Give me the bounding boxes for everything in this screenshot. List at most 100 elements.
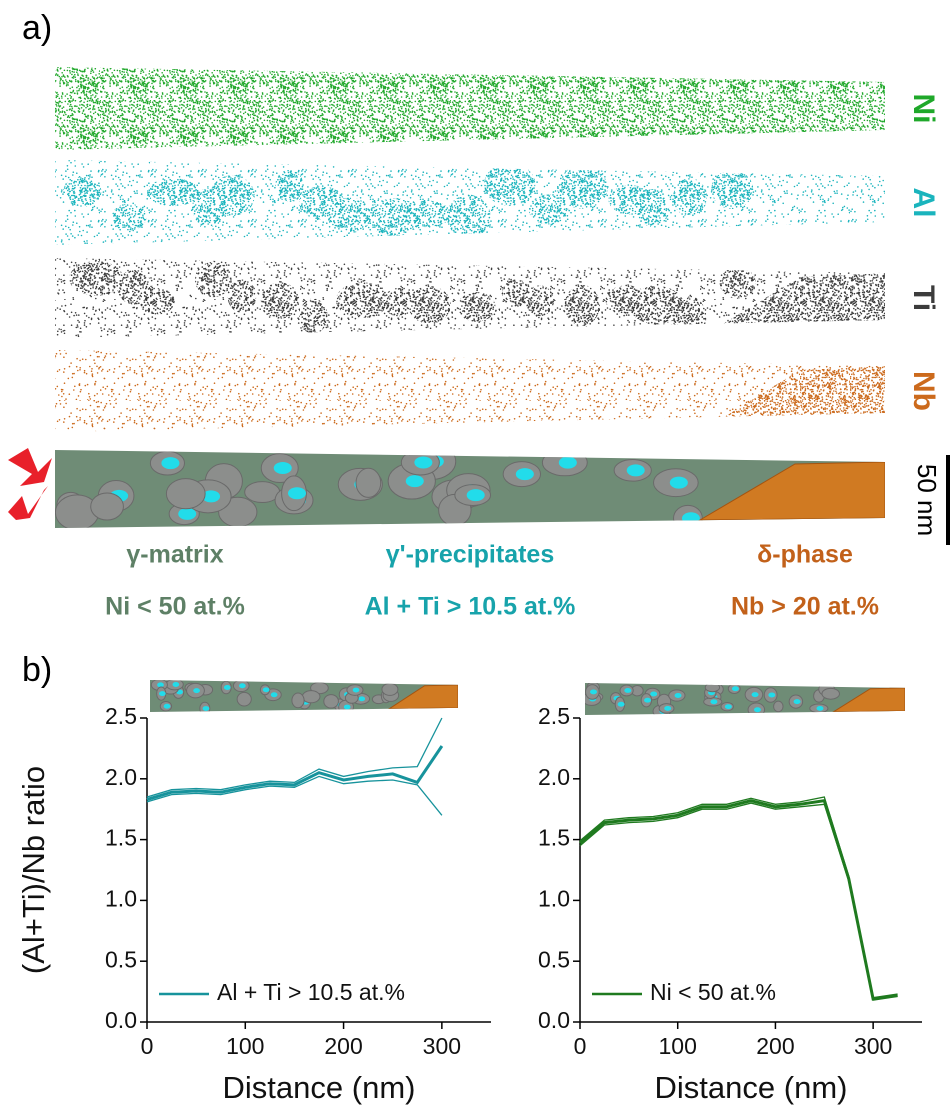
precipitate xyxy=(557,166,608,209)
precipitate-core xyxy=(343,704,351,710)
precipitate-core xyxy=(664,705,672,711)
precipitate xyxy=(194,261,232,298)
insets xyxy=(150,680,905,715)
panel-label: a) xyxy=(22,9,52,47)
precipitate-core xyxy=(223,685,231,690)
precipitate-core xyxy=(466,489,485,502)
x-tick-label: 200 xyxy=(324,1033,362,1059)
phase-name: γ'-precipitates xyxy=(386,541,555,569)
precipitate-core xyxy=(590,689,597,695)
arrow xyxy=(8,448,52,486)
y-tick-label: 2.0 xyxy=(538,764,570,790)
precipitates xyxy=(63,162,754,238)
precipitate-core xyxy=(558,456,577,469)
y-tick-label: 2.0 xyxy=(105,764,137,790)
band-line xyxy=(146,717,443,798)
precipitate-core xyxy=(157,682,164,688)
precipitate xyxy=(165,478,206,510)
x-tick-label: 200 xyxy=(756,1033,794,1059)
scale-bar-label: 50 nm xyxy=(912,464,942,536)
precipitate-core xyxy=(724,704,732,710)
precipitate xyxy=(673,178,708,217)
x-tick-label: 0 xyxy=(574,1033,587,1059)
precipitate xyxy=(446,194,491,238)
precipitate xyxy=(484,162,536,206)
precipitate xyxy=(210,175,255,217)
x-tick-label: 300 xyxy=(854,1033,892,1059)
precipitate-core xyxy=(617,701,625,707)
y-tick-label: 0.5 xyxy=(538,946,570,972)
y-tick-label: 0.0 xyxy=(105,1007,137,1033)
precipitate-core xyxy=(163,703,171,709)
legend-label: Ni < 50 at.% xyxy=(650,979,776,1005)
precipitate xyxy=(90,492,124,521)
precipitate xyxy=(719,267,756,299)
x-tick-label: 300 xyxy=(423,1033,461,1059)
phase-name: δ-phase xyxy=(757,541,853,569)
precipitate xyxy=(139,288,175,315)
precipitate xyxy=(111,203,147,231)
iso-surface xyxy=(585,683,905,715)
x-tick-label: 100 xyxy=(226,1033,264,1059)
precipitate xyxy=(381,682,399,696)
arrow xyxy=(8,486,48,520)
element-label: Ti xyxy=(907,285,940,311)
precipitate-core xyxy=(793,699,801,705)
x-tick-label: 0 xyxy=(141,1033,154,1059)
precipitate-core xyxy=(161,457,180,470)
precipitate xyxy=(244,481,281,504)
precipitate xyxy=(301,690,321,704)
precipitate xyxy=(355,467,382,498)
precipitate xyxy=(408,286,451,324)
precipitate-core xyxy=(515,468,534,481)
precipitate xyxy=(564,284,600,326)
x-axis-title: Distance (nm) xyxy=(655,1070,848,1105)
precipitate xyxy=(63,176,102,207)
precipitate xyxy=(636,189,670,227)
precipitate-core xyxy=(178,507,197,520)
precipitate-core xyxy=(754,707,761,713)
precipitate-core xyxy=(751,692,759,698)
precipitate-core xyxy=(731,686,739,692)
precipitate xyxy=(821,687,840,700)
element-label: Nb xyxy=(907,371,940,411)
precipitate-core xyxy=(158,691,166,697)
x-axis-title: Distance (nm) xyxy=(223,1070,416,1105)
band-line xyxy=(146,775,443,816)
x-tick-label: 100 xyxy=(659,1033,697,1059)
line xyxy=(146,745,444,801)
precipitate-core xyxy=(816,705,824,711)
precipitate xyxy=(275,169,304,203)
precipitate-core xyxy=(172,682,180,687)
precipitate-core xyxy=(193,688,200,694)
phase-name: γ-matrix xyxy=(126,541,223,569)
precipitate xyxy=(326,197,372,234)
atom-map xyxy=(55,350,885,432)
precipitate xyxy=(704,683,721,693)
precipitate-core xyxy=(681,512,700,525)
precipitate-core xyxy=(262,687,270,693)
precipitate-core xyxy=(669,476,688,489)
precipitate xyxy=(457,292,496,322)
precipitate xyxy=(629,285,684,325)
arrows xyxy=(8,448,52,520)
precipitate xyxy=(147,178,199,207)
y-tick-label: 1.5 xyxy=(105,825,137,851)
precipitate-core xyxy=(202,490,221,503)
precipitate xyxy=(291,692,305,709)
precipitate-core xyxy=(358,696,366,702)
panel-label: b) xyxy=(22,651,52,689)
band-line xyxy=(579,796,898,999)
delta xyxy=(698,461,885,521)
precipitate-core xyxy=(674,693,682,698)
precipitate xyxy=(323,694,339,709)
y-axis-title: (Al+Ti)/Nb ratio xyxy=(16,766,51,974)
precipitate-core xyxy=(405,475,424,488)
atom-map xyxy=(55,67,885,150)
precipitate-core xyxy=(644,697,651,703)
y-tick-label: 2.5 xyxy=(538,703,570,729)
precipitate-core xyxy=(239,683,246,689)
legend-label: Al + Ti > 10.5 at.% xyxy=(217,979,405,1005)
delta xyxy=(831,687,905,713)
